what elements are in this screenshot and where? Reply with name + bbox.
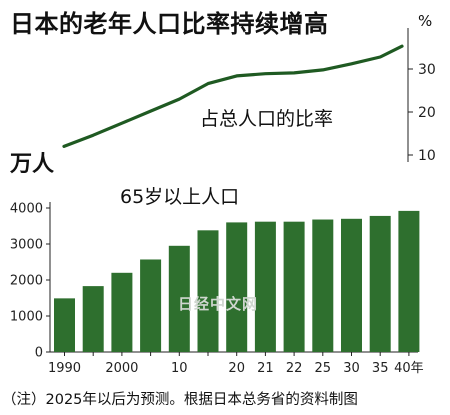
line-unit-label: % bbox=[418, 12, 433, 30]
watermark: 日经中文网 bbox=[178, 295, 259, 313]
bar-x-tick-label: 20 bbox=[228, 361, 245, 376]
bar-x-tick-label: 35 bbox=[372, 361, 389, 376]
chart-title: 日本的老年人口比率持续增高 bbox=[10, 10, 329, 38]
line-y-tick-label: 20 bbox=[418, 105, 436, 121]
footnote: （注）2025年以后为预测。根据日本总务省的资料制图 bbox=[2, 392, 358, 408]
bar-x-tick-label: 40年 bbox=[394, 361, 424, 376]
bar-x-tick-label: 2000 bbox=[105, 361, 138, 376]
bar-x-tick-label: 21 bbox=[257, 361, 274, 376]
bar-unit-label: 万人 bbox=[10, 152, 55, 177]
line-y-tick-label: 10 bbox=[418, 148, 436, 164]
bar-0 bbox=[54, 298, 75, 352]
line-series-label: 占总人口的比率 bbox=[200, 108, 334, 130]
bar-series-label: 65岁以上人口 bbox=[120, 186, 240, 208]
bar-y-tick-label: 0 bbox=[35, 346, 43, 361]
bar-11 bbox=[369, 215, 391, 352]
bar-2 bbox=[111, 272, 133, 352]
line-series-path bbox=[62, 44, 404, 148]
bar-8 bbox=[283, 221, 305, 352]
bar-x-tick-label: 10 bbox=[171, 361, 188, 376]
bar-x-tick-label: 25 bbox=[315, 361, 332, 376]
bar-y-tick-label: 4000 bbox=[10, 202, 43, 217]
bar-x-tick-label: 22 bbox=[286, 361, 303, 376]
bar-5 bbox=[197, 230, 219, 352]
bar-10 bbox=[341, 218, 362, 352]
bar-y-tick-label: 2000 bbox=[10, 274, 43, 289]
bar-6 bbox=[226, 222, 248, 352]
bar-y-tick-label: 3000 bbox=[10, 238, 43, 253]
bar-7 bbox=[254, 221, 276, 352]
bar-4 bbox=[168, 245, 190, 352]
bar-12 bbox=[398, 210, 420, 352]
bar-x-tick-label: 30 bbox=[343, 361, 360, 376]
bar-x-tick-label: 1990 bbox=[48, 361, 81, 376]
bar-y-tick-label: 1000 bbox=[10, 310, 43, 325]
bar-3 bbox=[140, 259, 162, 352]
bar-1 bbox=[82, 286, 104, 352]
bar-9 bbox=[312, 219, 334, 352]
line-y-tick-label: 30 bbox=[418, 62, 436, 78]
